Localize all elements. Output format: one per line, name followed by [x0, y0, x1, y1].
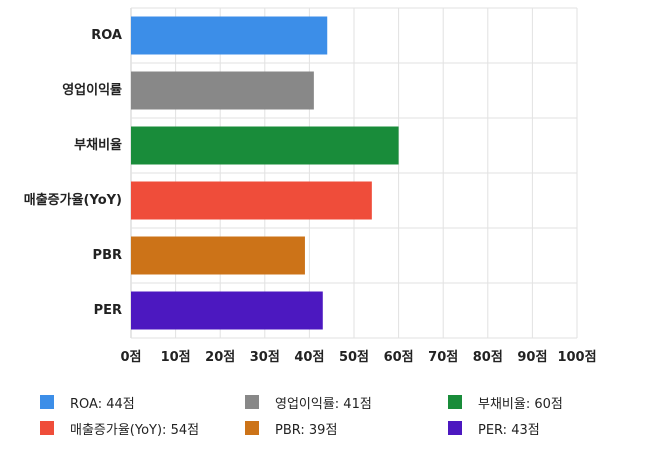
legend-label: 부채비율: 60점	[478, 396, 563, 412]
legend-item: PBR: 39점	[245, 418, 337, 438]
x-tick-label: 30점	[250, 350, 280, 365]
category-label: 매출증가율(YoY)	[24, 192, 122, 208]
bars	[131, 16, 399, 330]
legend-label: 영업이익률: 41점	[275, 396, 372, 412]
x-tick-label: 100점	[557, 350, 596, 365]
category-label: PBR	[93, 248, 122, 263]
legend-label: 매출증가율(YoY): 54점	[70, 422, 200, 438]
x-tick-label: 60점	[384, 350, 414, 365]
bar	[131, 71, 314, 110]
bar	[131, 236, 305, 275]
legend-swatch	[448, 395, 462, 409]
x-tick-label: 50점	[339, 350, 369, 365]
x-tick-label: 20점	[205, 350, 235, 365]
x-axis-tick-labels: 0점 10점 20점 30점 40점 50점 60점 70점 80점 90점 100점	[120, 350, 596, 365]
x-tick-label: 40점	[294, 350, 324, 365]
bar	[131, 126, 399, 165]
category-label: 영업이익률	[62, 82, 122, 98]
legend-item: PER: 43점	[448, 418, 540, 438]
x-tick-label: 0점	[120, 350, 141, 365]
legend-item: 영업이익률: 41점	[245, 392, 372, 412]
legend-item: 부채비율: 60점	[448, 392, 563, 412]
legend-label: ROA: 44점	[70, 396, 135, 412]
legend-item: ROA: 44점	[40, 392, 135, 412]
legend-label: PER: 43점	[478, 422, 540, 438]
legend-swatch	[245, 395, 259, 409]
bar	[131, 16, 328, 55]
bar	[131, 181, 372, 220]
legend-swatch	[40, 421, 54, 435]
legend-swatch	[448, 421, 462, 435]
x-tick-label: 70점	[428, 350, 458, 365]
legend-label: PBR: 39점	[275, 422, 338, 438]
legend-swatch	[245, 421, 259, 435]
bar	[131, 291, 323, 330]
legend-swatch	[40, 395, 54, 409]
x-tick-label: 80점	[473, 350, 503, 365]
category-label: 부채비율	[74, 137, 122, 153]
grid-lines	[130, 7, 578, 339]
category-label: ROA	[91, 28, 122, 43]
x-tick-label: 90점	[517, 350, 547, 365]
x-tick-label: 10점	[161, 350, 191, 365]
legend-item: 매출증가율(YoY): 54점	[40, 418, 199, 438]
category-label: PER	[94, 303, 122, 318]
